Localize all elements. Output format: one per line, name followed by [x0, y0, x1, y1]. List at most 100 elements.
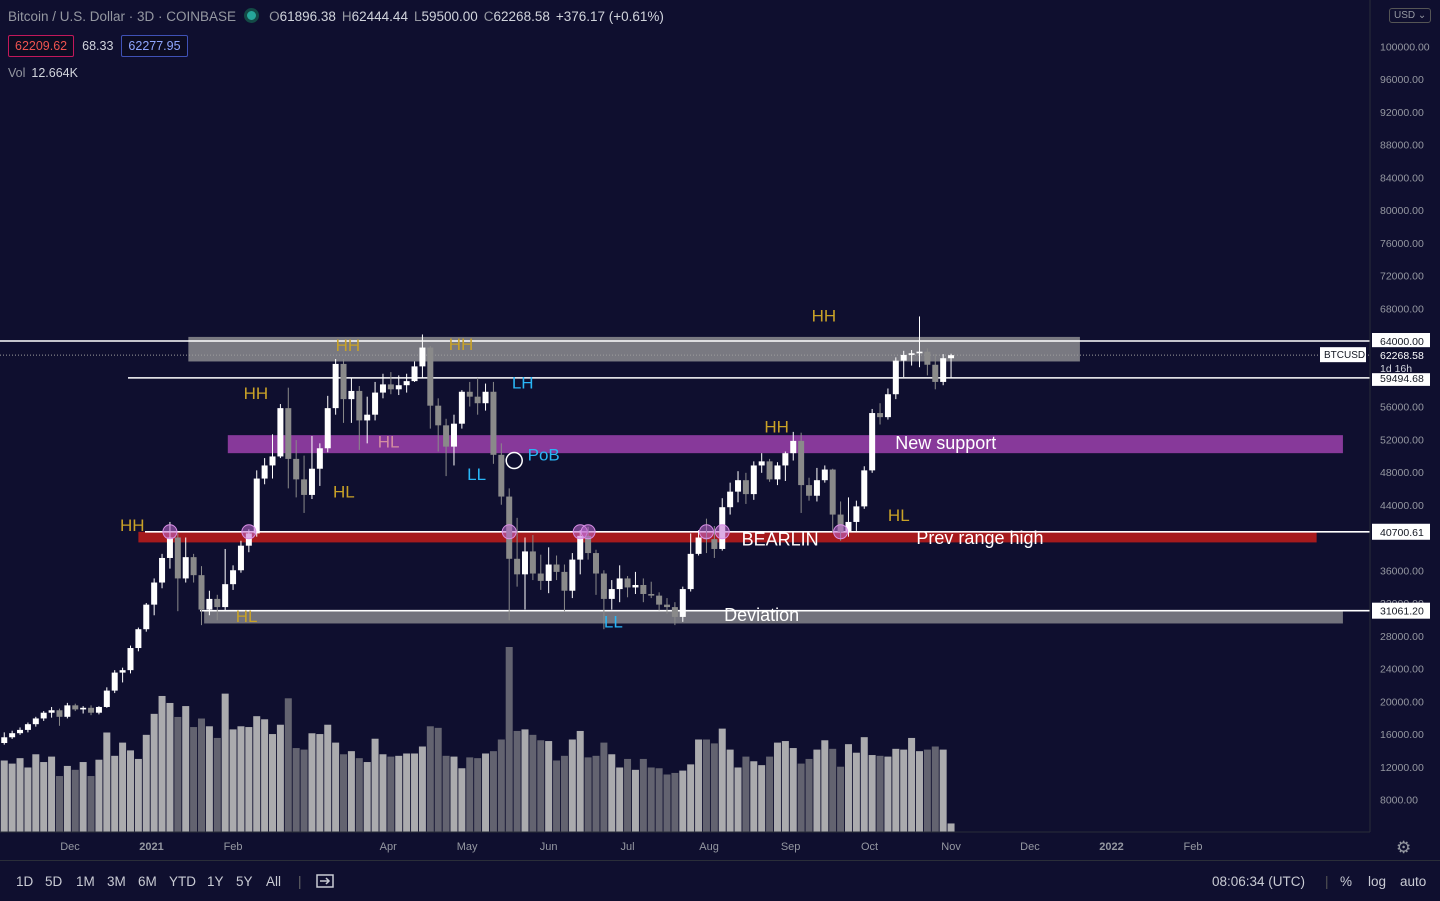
- volume-bar: [687, 764, 695, 832]
- sell-price-button[interactable]: 62209.62: [8, 35, 75, 57]
- candle-body: [419, 347, 426, 367]
- candle-body: [774, 465, 781, 480]
- log-scale-toggle[interactable]: log: [1368, 874, 1387, 889]
- volume-bar: [939, 749, 947, 832]
- volume-bar: [158, 695, 166, 832]
- candle-body: [293, 458, 300, 480]
- candle-body: [301, 479, 308, 495]
- range-5y-button[interactable]: 5Y: [236, 874, 253, 889]
- currency-selector[interactable]: USD ⌄: [1389, 8, 1432, 23]
- volume-bar: [8, 763, 16, 832]
- price-tick-label: 20000.00: [1380, 696, 1424, 708]
- volume-bar: [300, 749, 308, 832]
- volume-bar: [734, 767, 742, 832]
- candle-body: [395, 385, 402, 390]
- annotation-hl: HL: [378, 432, 400, 451]
- percent-scale-toggle[interactable]: %: [1340, 874, 1353, 889]
- touch-marker: [580, 524, 596, 540]
- volume-bar: [40, 762, 48, 832]
- candle-body: [648, 593, 655, 596]
- candle-body: [861, 470, 868, 507]
- candle-body: [403, 381, 410, 386]
- candle-body: [95, 706, 102, 713]
- date-range-icon[interactable]: [316, 873, 334, 889]
- volume-bar: [647, 767, 655, 832]
- volume-bar: [900, 749, 908, 832]
- candle-body: [245, 533, 252, 546]
- candle-body: [585, 535, 592, 554]
- volume-bar: [371, 738, 379, 832]
- candle-body: [553, 564, 560, 572]
- price-tick-label: 68000.00: [1380, 303, 1424, 315]
- time-tick-label: Sep: [781, 841, 801, 853]
- level-price-label: 64000.00: [1380, 336, 1424, 348]
- volume-bar: [403, 753, 411, 832]
- volume-bar: [48, 756, 56, 832]
- candle-body: [900, 354, 907, 361]
- range-3m-button[interactable]: 3M: [107, 874, 126, 889]
- price-tick-label: 84000.00: [1380, 172, 1424, 184]
- volume-bar: [560, 755, 568, 832]
- candle-body: [316, 448, 323, 469]
- candle-body: [790, 440, 797, 454]
- spread-value: 68.33: [82, 39, 114, 53]
- volume-bar: [198, 718, 205, 832]
- time-tick-label: May: [457, 841, 478, 853]
- candle-body: [837, 514, 844, 532]
- volume-bar: [284, 698, 292, 832]
- volume-bar: [489, 751, 497, 832]
- candle-body: [64, 705, 71, 717]
- volume-bar: [718, 728, 726, 832]
- price-tick-label: 28000.00: [1380, 631, 1424, 643]
- candle-body: [640, 584, 647, 594]
- level-price-tag: [1372, 602, 1430, 619]
- candle-body: [877, 413, 884, 418]
- volume-bar: [379, 754, 387, 832]
- volume-bar: [600, 742, 608, 832]
- candle-body: [742, 480, 749, 495]
- level-price-tag: [1372, 333, 1430, 349]
- volume-bar: [450, 756, 458, 832]
- divider: |: [1325, 874, 1329, 889]
- annotation-hh: HH: [120, 516, 145, 535]
- range-1d-button[interactable]: 1D: [16, 874, 34, 889]
- volume-bar: [876, 755, 884, 832]
- price-tick-label: 100000.00: [1380, 41, 1430, 53]
- volume-bar: [482, 753, 490, 832]
- volume-bar: [671, 772, 679, 832]
- volume-bar: [411, 753, 419, 832]
- volume-bar: [758, 765, 766, 832]
- candle-body: [174, 537, 181, 579]
- range-1m-button[interactable]: 1M: [76, 874, 95, 889]
- range-6m-button[interactable]: 6M: [138, 874, 157, 889]
- volume-bar: [553, 760, 561, 832]
- gear-icon[interactable]: ⚙: [1396, 838, 1412, 857]
- range-1y-button[interactable]: 1Y: [207, 874, 224, 889]
- annotation-hh: HH: [244, 384, 269, 403]
- range-5d-button[interactable]: 5D: [45, 874, 63, 889]
- volume-bar: [253, 716, 261, 832]
- candle-body: [119, 670, 126, 673]
- zone-deviation: [204, 611, 1343, 624]
- range-all-button[interactable]: All: [266, 874, 282, 889]
- volume-bar: [616, 767, 624, 832]
- time-tick-label: Feb: [224, 841, 243, 853]
- range-ytd-button[interactable]: YTD: [169, 874, 196, 889]
- utc-clock[interactable]: 08:06:34 (UTC): [1212, 874, 1306, 889]
- candle-body: [435, 405, 442, 426]
- auto-scale-toggle[interactable]: auto: [1400, 874, 1427, 889]
- symbol-title[interactable]: Bitcoin / U.S. Dollar · 3D · COINBASE: [8, 9, 237, 24]
- volume-bar: [773, 742, 781, 832]
- buy-price-button[interactable]: 62277.95: [121, 35, 188, 57]
- volume-bar: [947, 823, 955, 832]
- time-tick-label: Dec: [1020, 841, 1040, 853]
- candle-body: [766, 461, 773, 480]
- candle-body: [356, 390, 363, 421]
- time-tick-label: Nov: [941, 841, 961, 853]
- low-value: 59500.00: [421, 9, 478, 24]
- price-tick-label: 12000.00: [1380, 762, 1424, 774]
- price-tick-label: 48000.00: [1380, 467, 1424, 479]
- candle-body: [159, 557, 166, 583]
- annotation-ll: LL: [467, 465, 486, 484]
